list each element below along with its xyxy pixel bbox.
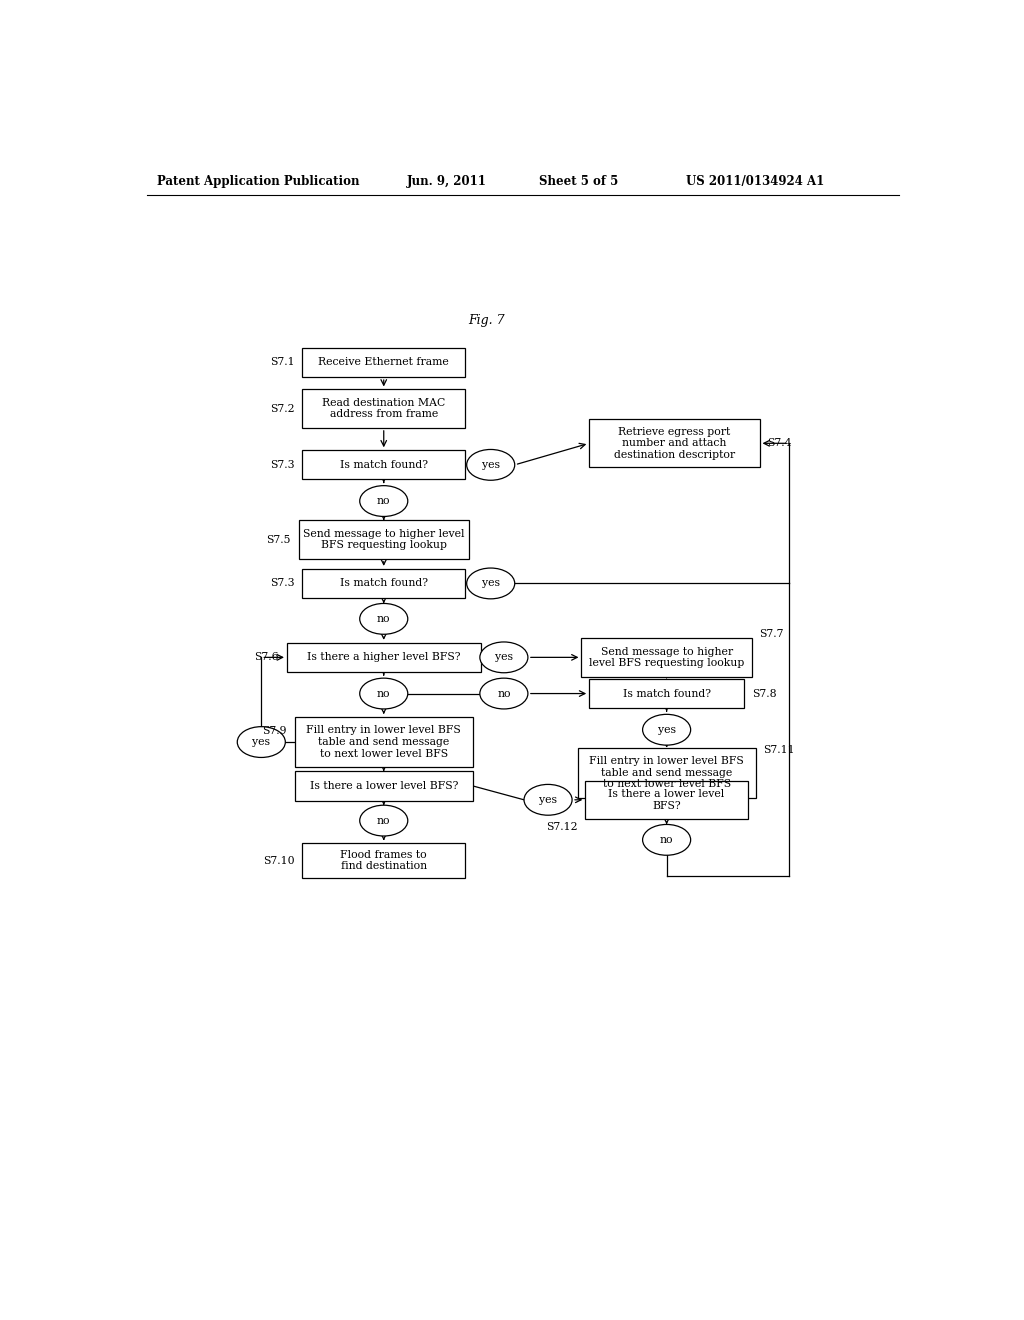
Text: Jun. 9, 2011: Jun. 9, 2011	[407, 176, 486, 189]
Ellipse shape	[480, 678, 528, 709]
Ellipse shape	[359, 486, 408, 516]
Text: Receive Ethernet frame: Receive Ethernet frame	[318, 358, 450, 367]
Ellipse shape	[359, 678, 408, 709]
FancyBboxPatch shape	[589, 420, 760, 467]
Text: S7.3: S7.3	[270, 578, 295, 589]
Text: Flood frames to
find destination: Flood frames to find destination	[340, 850, 427, 871]
Ellipse shape	[359, 805, 408, 836]
Text: Is there a higher level BFS?: Is there a higher level BFS?	[307, 652, 461, 663]
Ellipse shape	[643, 825, 690, 855]
Text: Fill entry in lower level BFS
table and send message
to next lower level BFS: Fill entry in lower level BFS table and …	[589, 756, 744, 789]
FancyBboxPatch shape	[287, 643, 480, 672]
Text: US 2011/0134924 A1: US 2011/0134924 A1	[686, 176, 824, 189]
Text: S7.11: S7.11	[764, 744, 795, 755]
FancyBboxPatch shape	[302, 389, 465, 428]
Text: Is match found?: Is match found?	[623, 689, 711, 698]
Text: no: no	[377, 496, 390, 506]
Text: S7.7: S7.7	[760, 630, 784, 639]
Text: Fig. 7: Fig. 7	[468, 314, 505, 326]
Ellipse shape	[238, 726, 286, 758]
FancyBboxPatch shape	[302, 843, 465, 878]
FancyBboxPatch shape	[586, 780, 748, 818]
FancyBboxPatch shape	[589, 678, 744, 708]
Text: no: no	[497, 689, 511, 698]
Ellipse shape	[359, 603, 408, 635]
Text: Is there a lower level BFS?: Is there a lower level BFS?	[309, 781, 458, 791]
Text: S7.6: S7.6	[255, 652, 280, 663]
FancyBboxPatch shape	[302, 450, 465, 479]
Text: Read destination MAC
address from frame: Read destination MAC address from frame	[323, 397, 445, 420]
Text: S7.2: S7.2	[270, 404, 295, 413]
Text: Patent Application Publication: Patent Application Publication	[158, 176, 360, 189]
Text: S7.5: S7.5	[266, 535, 291, 545]
Text: no: no	[377, 689, 390, 698]
FancyBboxPatch shape	[295, 717, 473, 767]
Text: Is there a lower level
BFS?: Is there a lower level BFS?	[608, 789, 725, 810]
FancyBboxPatch shape	[295, 771, 473, 800]
Text: yes: yes	[481, 578, 500, 589]
Ellipse shape	[467, 450, 515, 480]
Text: no: no	[659, 834, 674, 845]
Text: S7.9: S7.9	[262, 726, 287, 735]
Text: S7.4: S7.4	[767, 438, 792, 449]
FancyBboxPatch shape	[578, 748, 756, 797]
FancyBboxPatch shape	[582, 638, 752, 677]
Text: S7.8: S7.8	[752, 689, 776, 698]
Ellipse shape	[524, 784, 572, 816]
Text: Retrieve egress port
number and attach
destination descriptor: Retrieve egress port number and attach d…	[613, 426, 735, 459]
Ellipse shape	[467, 568, 515, 599]
Text: S7.12: S7.12	[546, 822, 578, 832]
Ellipse shape	[643, 714, 690, 744]
Text: Sheet 5 of 5: Sheet 5 of 5	[539, 176, 618, 189]
Text: no: no	[377, 816, 390, 825]
FancyBboxPatch shape	[302, 347, 465, 378]
Ellipse shape	[480, 642, 528, 673]
Text: S7.3: S7.3	[270, 459, 295, 470]
Text: Is match found?: Is match found?	[340, 578, 428, 589]
Text: Fill entry in lower level BFS
table and send message
to next lower level BFS: Fill entry in lower level BFS table and …	[306, 726, 461, 759]
Text: no: no	[377, 614, 390, 624]
FancyBboxPatch shape	[302, 569, 465, 598]
Text: yes: yes	[657, 725, 676, 735]
Text: yes: yes	[495, 652, 513, 663]
Text: yes: yes	[481, 459, 500, 470]
Text: yes: yes	[539, 795, 557, 805]
Text: Is match found?: Is match found?	[340, 459, 428, 470]
Text: S7.10: S7.10	[263, 855, 295, 866]
Text: Send message to higher
level BFS requesting lookup: Send message to higher level BFS request…	[589, 647, 744, 668]
FancyBboxPatch shape	[299, 520, 469, 558]
Text: S7.1: S7.1	[270, 358, 295, 367]
Text: Send message to higher level
BFS requesting lookup: Send message to higher level BFS request…	[303, 529, 465, 550]
Text: yes: yes	[252, 737, 270, 747]
